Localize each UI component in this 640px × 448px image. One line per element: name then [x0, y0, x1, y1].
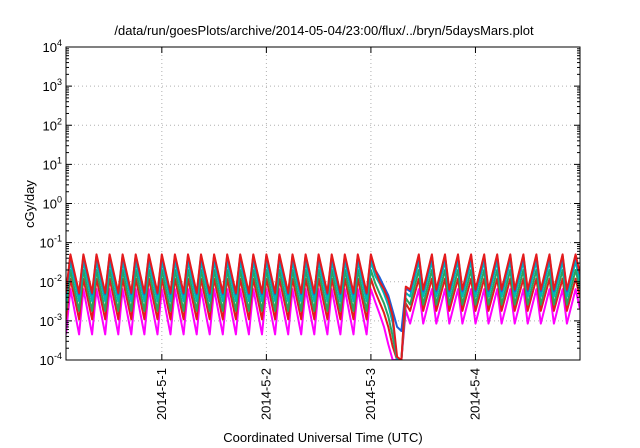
- x-tick-label: 2014-5-2: [258, 368, 273, 420]
- y-tick-label: 101: [43, 155, 62, 172]
- y-tick-label: 10-1: [40, 234, 62, 251]
- x-tick-label: 2014-5-1: [154, 368, 169, 420]
- y-tick-label: 10-2: [40, 273, 62, 290]
- y-tick-label: 10-3: [40, 312, 62, 329]
- x-tick-label: 2014-5-3: [363, 368, 378, 420]
- chart-title: /data/run/goesPlots/archive/2014-05-04/2…: [114, 23, 534, 38]
- y-tick-label: 104: [43, 38, 62, 55]
- axis-ticks: 10-4 10-3 10-2 10-1 100 101 102 103 104 2014-5-1 2…: [40, 38, 580, 420]
- y-tick-label: 10-4: [40, 351, 62, 368]
- y-tick-label: 100: [43, 195, 62, 212]
- x-tick-label: 2014-5-4: [467, 368, 482, 420]
- series-layer: [66, 253, 580, 360]
- y-tick-label: 102: [43, 116, 62, 133]
- x-axis-label: Coordinated Universal Time (UTC): [223, 430, 422, 445]
- y-tick-label: 103: [43, 77, 62, 94]
- series-line-6: [66, 288, 580, 360]
- series-line-1: [66, 253, 580, 360]
- y-axis-label: cGy/day: [22, 180, 37, 228]
